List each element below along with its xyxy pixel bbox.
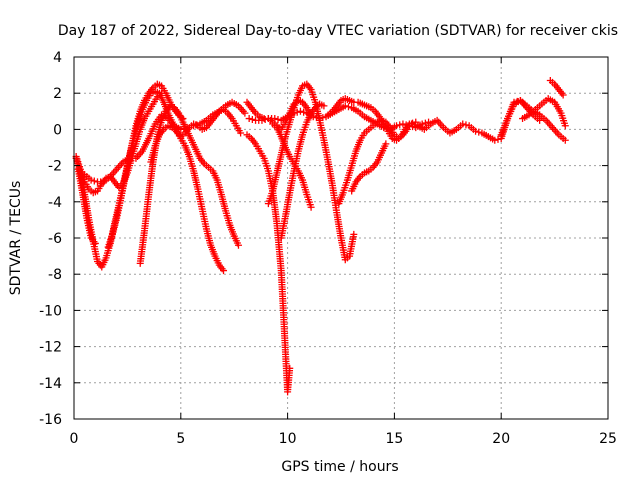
series-arc-16 xyxy=(335,116,411,208)
series-arc-12 xyxy=(264,80,358,264)
x-tick-label: 25 xyxy=(599,431,617,447)
data-point xyxy=(396,121,404,129)
data-point xyxy=(91,239,99,247)
series-arc-13 xyxy=(277,100,328,242)
data-point xyxy=(475,128,483,136)
data-point xyxy=(307,203,315,211)
series-arc-20 xyxy=(519,95,569,130)
data-point xyxy=(320,102,328,110)
series-arc-05 xyxy=(104,87,228,275)
data-point xyxy=(234,241,242,249)
data-point xyxy=(237,129,245,137)
chart-title: Day 187 of 2022, Sidereal Day-to-day VTE… xyxy=(58,23,618,39)
data-point xyxy=(393,122,401,130)
y-tick-label: 2 xyxy=(53,86,62,102)
data-point xyxy=(411,121,419,129)
series-arc-17 xyxy=(348,140,390,195)
data-point xyxy=(341,102,349,110)
data-point xyxy=(462,121,470,129)
data-point xyxy=(382,140,390,148)
data-point xyxy=(261,115,269,123)
data-point xyxy=(193,121,201,129)
y-tick-label: -10 xyxy=(39,303,62,319)
series-arc-08 xyxy=(190,98,249,130)
data-point xyxy=(309,113,317,121)
data-point xyxy=(350,230,358,238)
data-point xyxy=(399,120,407,128)
data-point xyxy=(190,122,198,130)
data-point xyxy=(559,91,567,99)
data-point xyxy=(472,127,480,135)
data-point xyxy=(494,135,502,143)
series-arc-14 xyxy=(269,120,315,211)
data-point xyxy=(403,125,411,133)
grid xyxy=(74,57,608,419)
x-tick-label: 0 xyxy=(70,431,79,447)
y-tick-label: -14 xyxy=(39,376,62,392)
x-tick-label: 20 xyxy=(492,431,510,447)
data-point xyxy=(561,122,569,130)
series-arc-10 xyxy=(243,131,294,396)
data-point xyxy=(245,115,253,123)
x-axis-label: GPS time / hours xyxy=(281,459,398,475)
series-arc-21 xyxy=(546,77,567,99)
data-point xyxy=(220,267,228,275)
series-arc-03 xyxy=(74,165,99,247)
data-point xyxy=(491,136,499,144)
y-tick-label: -16 xyxy=(39,412,62,428)
tick-marks xyxy=(73,56,609,420)
y-tick-label: 4 xyxy=(53,50,62,66)
y-axis-label: SDTVAR / TECUs xyxy=(8,181,24,296)
data-point xyxy=(459,120,467,128)
x-tick-label: 15 xyxy=(385,431,403,447)
x-axis-tick-labels: 0 5 10 15 20 25 xyxy=(70,431,617,447)
data-point xyxy=(271,115,279,123)
data-point xyxy=(87,176,95,184)
series-arc-19 xyxy=(497,96,569,144)
y-tick-label: -6 xyxy=(48,231,62,247)
y-tick-label: -4 xyxy=(48,195,62,211)
y-tick-label: 0 xyxy=(53,122,62,138)
y-axis-tick-labels: -16 -14 -12 -10 -8 -6 -4 -2 0 2 4 xyxy=(39,50,62,428)
y-tick-label: -2 xyxy=(48,159,62,175)
data-point xyxy=(407,120,415,128)
data-point xyxy=(561,136,569,144)
x-tick-label: 5 xyxy=(176,431,185,447)
data-point xyxy=(248,115,256,123)
data-point xyxy=(286,364,294,372)
data-points xyxy=(72,77,569,396)
data-point xyxy=(300,108,308,116)
x-tick-label: 10 xyxy=(279,431,297,447)
y-tick-label: -12 xyxy=(39,340,62,356)
data-point xyxy=(344,103,352,111)
data-point xyxy=(90,177,98,185)
y-tick-label: -8 xyxy=(48,267,62,283)
data-point xyxy=(296,107,304,115)
data-point xyxy=(258,116,266,124)
data-point xyxy=(241,109,249,117)
